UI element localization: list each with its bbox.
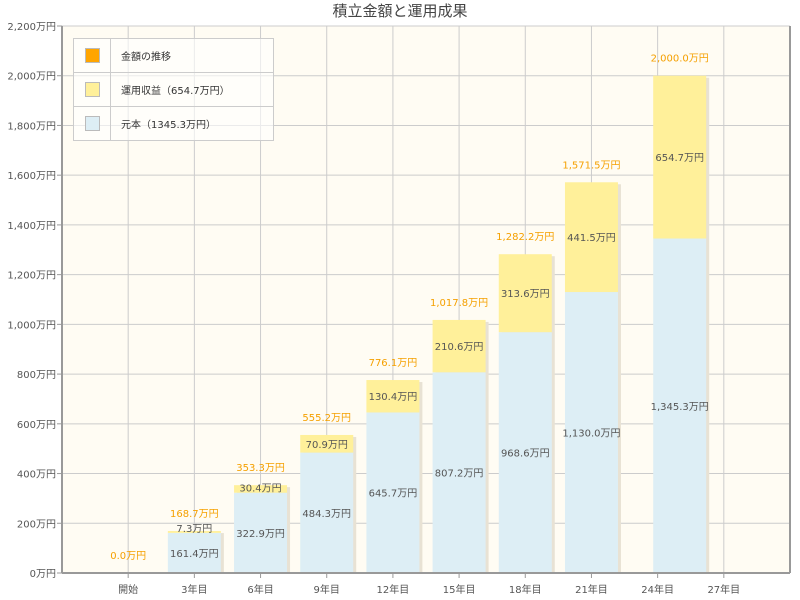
y-tick-label: 0万円 — [30, 569, 56, 580]
bar-label-gain: 313.6万円 — [501, 289, 550, 300]
bar-label-principal: 322.9万円 — [236, 529, 285, 540]
legend-item-total[interactable]: 金額の推移 — [74, 39, 273, 73]
total-label: 2,000.0万円 — [651, 54, 709, 65]
chart-title: 積立金額と運用成果 — [332, 2, 468, 20]
bar-gain — [234, 485, 288, 493]
total-label: 353.3万円 — [236, 463, 285, 474]
x-tick-label: 6年目 — [247, 583, 273, 596]
total-label: 555.2万円 — [302, 413, 351, 424]
y-tick-label: 2,000万円 — [7, 72, 56, 83]
bar-label-principal: 645.7万円 — [369, 489, 418, 500]
legend-swatch — [84, 82, 100, 97]
total-label: 168.7万円 — [170, 509, 219, 520]
bar-principal — [653, 238, 707, 573]
bar-label-principal: 807.2万円 — [435, 469, 484, 480]
bar-label-principal: 968.6万円 — [501, 449, 550, 460]
y-tick-label: 1,000万円 — [7, 320, 56, 331]
legend-item-principal[interactable]: 元本（1345.3万円） — [74, 107, 273, 140]
bar-gain — [432, 319, 486, 373]
y-tick-label: 1,800万円 — [7, 121, 56, 132]
x-tick-label: 9年目 — [314, 583, 340, 596]
y-tick-label: 1,600万円 — [7, 171, 56, 182]
x-tick-label: 15年目 — [443, 583, 476, 596]
x-tick-label: 24年目 — [641, 583, 674, 596]
bar-principal — [234, 492, 288, 573]
bar-label-gain: 7.3万円 — [176, 524, 212, 535]
bar-principal — [498, 332, 552, 573]
bar-principal — [167, 532, 221, 573]
bar-label-principal: 1,345.3万円 — [651, 402, 709, 413]
legend-item-gain[interactable]: 運用収益（654.7万円） — [74, 73, 273, 107]
bar-label-gain: 210.6万円 — [435, 342, 484, 353]
y-tick-label: 2,200万円 — [7, 22, 56, 33]
bar-principal — [366, 412, 420, 573]
y-tick-label: 1,200万円 — [7, 271, 56, 282]
legend-swatch — [84, 48, 100, 63]
legend: 金額の推移 運用収益（654.7万円） 元本（1345.3万円） — [73, 38, 274, 141]
bar-label-gain: 654.7万円 — [655, 153, 704, 164]
x-tick-label: 12年目 — [377, 583, 410, 596]
bar-label-principal: 1,130.0万円 — [562, 429, 620, 440]
x-tick-label: 開始 — [118, 583, 138, 596]
bar-gain — [498, 254, 552, 333]
total-label: 1,571.5万円 — [562, 160, 620, 171]
legend-label: 運用収益（654.7万円） — [121, 86, 230, 97]
bar-label-gain: 130.4万円 — [369, 392, 418, 403]
x-tick-label: 18年目 — [509, 583, 542, 596]
legend-label: 金額の推移 — [121, 52, 171, 63]
y-tick-label: 800万円 — [17, 370, 56, 381]
total-label: 776.1万円 — [369, 358, 418, 369]
total-label: 1,282.2万円 — [496, 232, 554, 243]
bar-label-principal: 484.3万円 — [302, 509, 351, 520]
bar-gain — [564, 182, 618, 293]
total-label: 1,017.8万円 — [430, 298, 488, 309]
y-tick-label: 1,400万円 — [7, 221, 56, 232]
y-tick-label: 400万円 — [17, 470, 56, 481]
bar-principal — [432, 372, 486, 573]
legend-swatch — [84, 116, 100, 131]
x-tick-label: 27年目 — [707, 583, 740, 596]
bar-label-gain: 70.9万円 — [306, 440, 348, 451]
bar-principal — [300, 452, 354, 573]
bar-gain — [653, 75, 707, 239]
y-tick-label: 200万円 — [17, 519, 56, 530]
bar-label-principal: 161.4万円 — [170, 549, 219, 560]
bar-gain — [167, 531, 221, 533]
legend-label: 元本（1345.3万円） — [121, 120, 216, 131]
bar-principal — [564, 292, 618, 573]
y-tick-label: 600万円 — [17, 420, 56, 431]
x-tick-label: 21年目 — [575, 583, 608, 596]
total-label: 0.0万円 — [110, 551, 146, 562]
bar-gain — [300, 434, 354, 453]
x-tick-label: 3年目 — [181, 583, 207, 596]
bar-gain — [366, 380, 420, 413]
bar-label-gain: 441.5万円 — [567, 233, 616, 244]
bar-label-gain: 30.4万円 — [239, 484, 281, 495]
